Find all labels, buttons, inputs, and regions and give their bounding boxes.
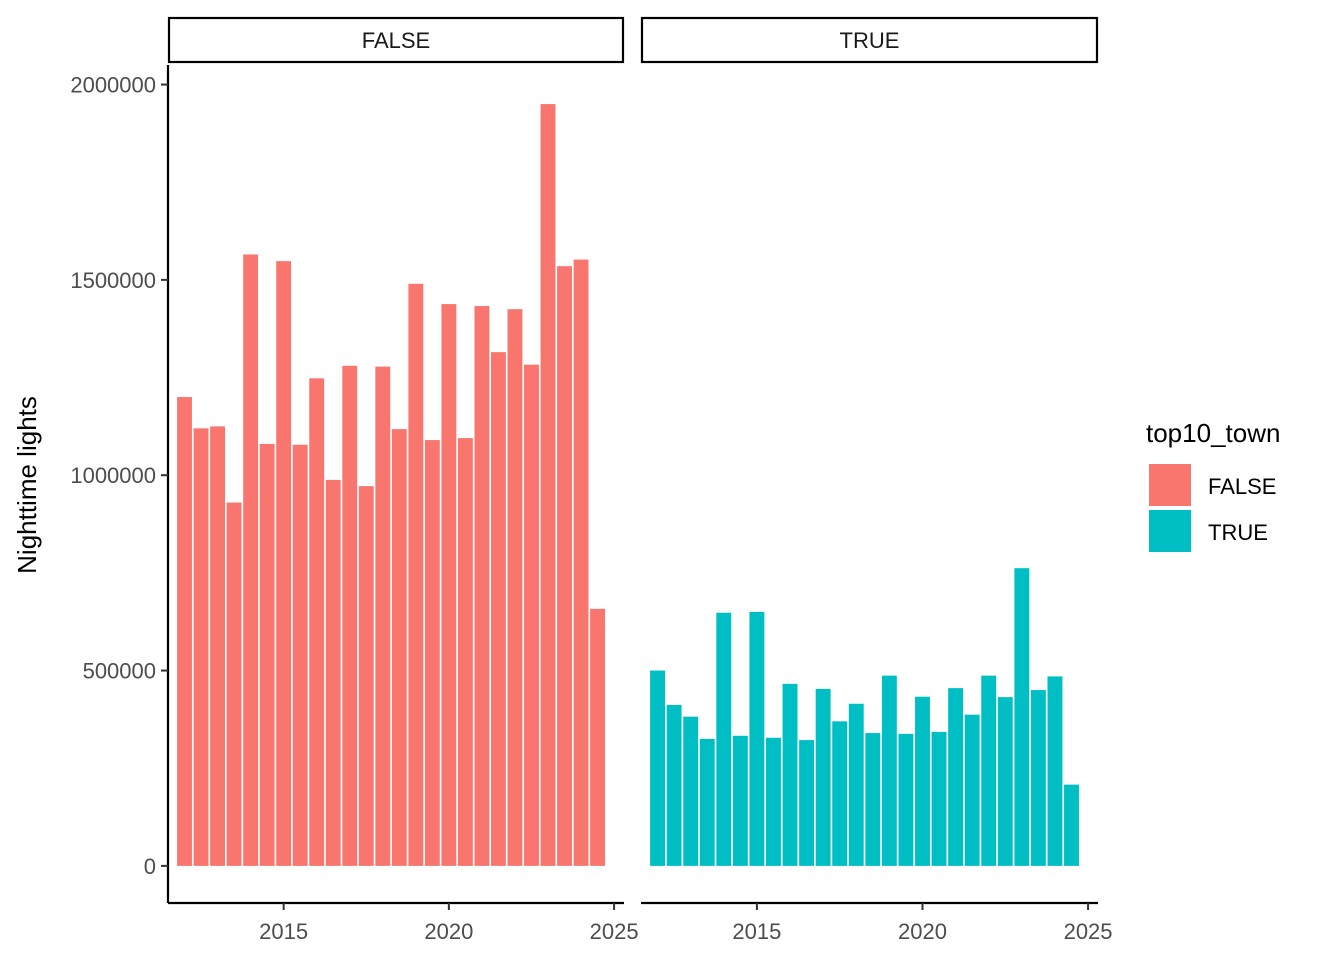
bar [457,438,473,866]
bar [981,675,997,866]
legend-key-false [1149,464,1191,506]
facet-strip-label: FALSE [362,28,430,53]
x-tick-label: 2020 [898,919,947,944]
bar [1047,676,1063,866]
bar [573,259,589,866]
bar [666,704,682,866]
bar [931,731,947,866]
bar [358,486,374,866]
bar [177,397,192,866]
y-tick-label: 2000000 [70,73,156,98]
bar [915,696,930,866]
bar [749,611,765,866]
legend-title: top10_town [1146,418,1280,448]
legend: top10_town FALSE TRUE [1146,418,1280,552]
x-tick-label: 2015 [732,919,781,944]
bar [1064,784,1079,866]
x-tick-label: 2015 [259,919,308,944]
bar [342,365,358,866]
bar [557,266,572,866]
facet-panels: FALSE 2015 2020 2025 0 500000 1000000 1500000 20… [70,16,1113,944]
bar [815,688,831,866]
y-tick-label: 500000 [83,659,156,684]
bar [292,444,308,866]
bar [799,740,815,866]
bar [898,733,914,866]
x-tick-label: 2025 [1064,919,1113,944]
bar [391,429,407,866]
facet-panel-true: TRUE 2015 2020 2025 [640,16,1113,944]
bar [948,688,964,866]
bar [259,443,275,866]
bar [716,612,732,866]
bar [650,670,666,866]
facet-strip [640,16,1099,64]
bar [1030,690,1046,866]
bar [243,254,259,866]
bar [309,378,325,866]
y-tick-label: 1500000 [70,268,156,293]
bar [699,738,715,866]
bar [782,683,798,866]
y-tick-label: 0 [144,854,156,879]
bar [865,733,881,866]
bar [193,428,209,866]
bar [325,479,341,866]
bar [491,352,506,866]
bar [424,440,440,866]
bar [848,703,864,866]
bar [408,283,424,866]
bar [683,716,699,866]
bar [997,697,1013,866]
bar [590,608,605,866]
bar [881,675,897,866]
legend-label: TRUE [1208,520,1268,545]
x-tick-label: 2025 [590,919,639,944]
y-tick-label: 1000000 [70,463,156,488]
bar [441,304,457,866]
facet-strip [167,16,625,64]
legend-label: FALSE [1208,474,1276,499]
bar [766,737,781,866]
bar [474,306,490,866]
bar [507,309,523,866]
bar [964,714,980,866]
bar [375,366,391,866]
legend-key-true [1149,510,1191,552]
bar [540,104,556,866]
y-axis-title: Nighttime lights [12,396,42,574]
bar [226,502,242,866]
facet-strip-label: TRUE [840,28,900,53]
bar [210,426,225,866]
bar [276,261,292,866]
bar [832,721,848,866]
bar [732,735,748,866]
bar [1014,568,1030,866]
x-tick-label: 2020 [424,919,473,944]
bar [524,364,539,866]
facet-panel-false: FALSE 2015 2020 2025 0 500000 1000000 1500000 20… [70,16,639,944]
